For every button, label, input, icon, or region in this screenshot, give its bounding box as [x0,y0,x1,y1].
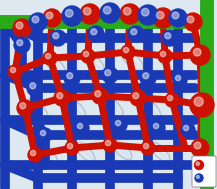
Circle shape [165,93,179,107]
Circle shape [133,93,139,99]
Circle shape [173,73,187,87]
Circle shape [30,150,36,156]
Circle shape [121,45,135,59]
Circle shape [100,3,120,23]
FancyBboxPatch shape [192,156,216,187]
Circle shape [193,48,201,56]
Circle shape [29,13,47,31]
Circle shape [38,128,52,142]
Circle shape [20,103,26,109]
Circle shape [103,138,117,152]
Circle shape [194,97,203,106]
Circle shape [187,16,194,23]
Circle shape [184,13,202,31]
Circle shape [105,140,111,146]
Circle shape [65,9,73,17]
Circle shape [115,120,121,126]
Circle shape [162,30,178,46]
Circle shape [88,26,104,42]
Circle shape [91,29,97,35]
Circle shape [8,65,22,79]
Circle shape [138,5,158,25]
Circle shape [196,175,199,178]
Circle shape [65,141,79,155]
Circle shape [17,40,23,46]
Circle shape [92,88,108,104]
Circle shape [14,37,30,53]
Circle shape [194,160,204,170]
Circle shape [102,67,118,83]
Circle shape [153,123,159,129]
Circle shape [113,118,127,132]
Circle shape [151,121,165,135]
Circle shape [103,6,111,14]
Circle shape [141,8,149,16]
Circle shape [194,142,201,149]
Circle shape [64,70,80,86]
Circle shape [123,47,129,53]
Circle shape [158,49,172,63]
Circle shape [77,123,83,129]
Circle shape [181,123,195,137]
Circle shape [165,33,171,39]
Circle shape [32,16,39,23]
Circle shape [83,51,89,57]
Circle shape [67,143,73,149]
Circle shape [95,91,101,97]
Circle shape [67,73,73,79]
Circle shape [167,95,173,101]
Circle shape [183,125,189,131]
Circle shape [128,26,144,42]
Circle shape [13,19,31,37]
Circle shape [120,4,140,24]
Circle shape [195,174,203,182]
Circle shape [169,9,187,27]
Circle shape [105,70,111,76]
Circle shape [153,8,173,28]
Circle shape [40,130,46,136]
Circle shape [46,12,53,19]
Circle shape [196,162,199,165]
Circle shape [190,93,214,117]
Circle shape [27,80,43,96]
Circle shape [175,75,181,81]
Circle shape [143,73,149,79]
Circle shape [62,6,82,26]
Circle shape [143,143,149,149]
Circle shape [130,90,146,106]
Circle shape [160,51,166,57]
Circle shape [190,45,210,65]
Circle shape [172,12,179,19]
Circle shape [191,139,209,157]
Circle shape [54,90,70,106]
Circle shape [28,148,42,162]
Circle shape [10,67,16,73]
Circle shape [57,93,63,99]
Circle shape [16,22,23,29]
Circle shape [140,70,156,86]
Circle shape [123,7,131,15]
Circle shape [156,11,164,19]
Circle shape [53,33,59,39]
Circle shape [141,141,155,155]
Circle shape [75,121,89,135]
Circle shape [81,49,95,63]
Circle shape [131,29,137,35]
Circle shape [43,51,57,65]
Circle shape [80,4,100,24]
Circle shape [83,7,91,15]
Circle shape [50,30,66,46]
Circle shape [45,53,51,59]
Circle shape [17,100,33,116]
Circle shape [30,83,36,89]
Circle shape [43,9,61,27]
